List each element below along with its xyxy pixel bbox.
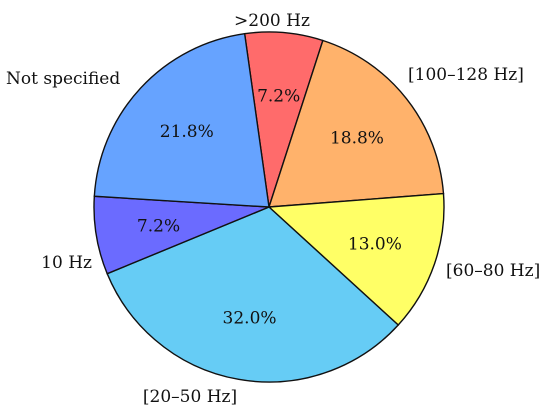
category-label-1: [100–128 Hz]	[408, 65, 524, 85]
pie-slice-5	[93, 32, 270, 208]
category-label-0: >200 Hz	[234, 11, 310, 31]
percentage-label-2: 13.0%	[348, 234, 402, 254]
category-label-4: 10 Hz	[41, 253, 92, 273]
percentage-label-0: 7.2%	[257, 86, 300, 106]
category-label-2: [60–80 Hz]	[446, 261, 540, 281]
category-label-5: Not specified	[6, 69, 120, 89]
category-labels: >200 Hz [100–128 Hz] [60–80 Hz] [20–50 Hz] 1…	[6, 11, 540, 407]
percentage-label-5: 21.8%	[160, 122, 214, 142]
pie-slice-3	[106, 206, 400, 383]
pie-slice-1	[268, 39, 445, 208]
category-label-3: [20–50 Hz]	[143, 387, 237, 407]
percentage-label-4: 7.2%	[137, 216, 180, 236]
pie-slices	[93, 31, 445, 383]
pie-slice-2	[267, 192, 445, 326]
percentage-label-1: 18.8%	[330, 129, 384, 149]
percentage-label-3: 32.0%	[223, 308, 277, 328]
percentage-labels: 7.2% 18.8% 13.0% 32.0% 7.2% 21.8%	[137, 86, 402, 328]
